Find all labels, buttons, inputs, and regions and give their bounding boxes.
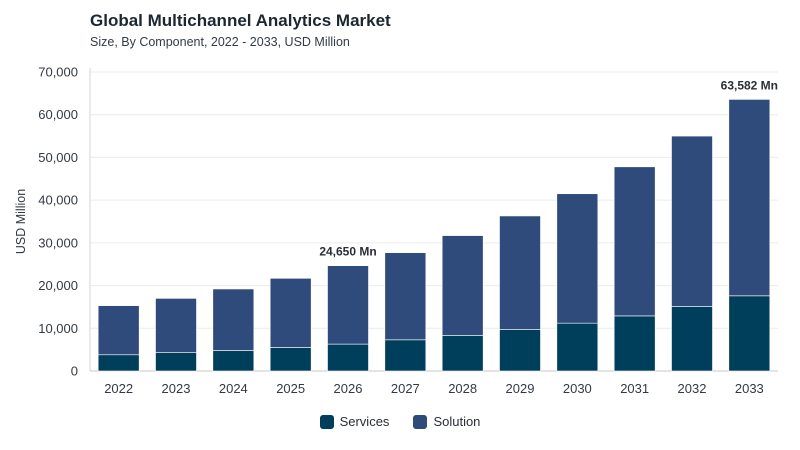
y-tick-label: 0 bbox=[71, 364, 78, 379]
x-tick-label: 2029 bbox=[506, 381, 535, 396]
y-tick-label: 10,000 bbox=[38, 321, 78, 336]
bar-solution bbox=[613, 166, 656, 317]
bar-solution bbox=[97, 305, 140, 356]
bar-services bbox=[327, 343, 369, 372]
bar-solution bbox=[728, 99, 771, 297]
x-tick-label: 2026 bbox=[334, 381, 363, 396]
bar-services bbox=[441, 335, 484, 372]
legend-swatch-solution bbox=[413, 414, 428, 429]
bar-solution bbox=[499, 215, 541, 330]
bar-services bbox=[384, 339, 427, 372]
y-tick-label: 60,000 bbox=[38, 107, 78, 122]
chart-title: Global Multichannel Analytics Market bbox=[90, 11, 391, 30]
bar-solution bbox=[556, 193, 599, 324]
bar-services bbox=[212, 350, 255, 372]
bar-solution bbox=[327, 265, 369, 345]
bar-solution bbox=[212, 288, 255, 351]
x-tick-label: 2030 bbox=[563, 381, 592, 396]
legend-label-services: Services bbox=[339, 414, 390, 429]
y-tick-label: 30,000 bbox=[38, 235, 78, 250]
bar-services bbox=[556, 322, 599, 372]
x-tick-label: 2023 bbox=[162, 381, 191, 396]
legend-item-solution[interactable]: Solution bbox=[413, 414, 480, 429]
y-tick-label: 40,000 bbox=[38, 193, 78, 208]
x-tick-label: 2033 bbox=[735, 381, 764, 396]
bar-services bbox=[155, 352, 197, 372]
x-tick-label: 2028 bbox=[448, 381, 477, 396]
bar-solution bbox=[441, 235, 484, 336]
bar-solution bbox=[155, 298, 197, 353]
x-tick-label: 2025 bbox=[276, 381, 305, 396]
x-tick-label: 2024 bbox=[219, 381, 248, 396]
legend-item-services[interactable]: Services bbox=[319, 414, 390, 429]
bar-solution bbox=[671, 135, 713, 307]
y-tick-label: 50,000 bbox=[38, 150, 78, 165]
y-tick-label: 20,000 bbox=[38, 278, 78, 293]
y-axis-label: USD Million bbox=[14, 189, 28, 254]
x-tick-label: 2031 bbox=[620, 381, 649, 396]
x-tick-label: 2022 bbox=[104, 381, 133, 396]
bar-services bbox=[671, 306, 713, 372]
chart-subtitle: Size, By Component, 2022 - 2033, USD Mil… bbox=[90, 35, 350, 49]
bar-services bbox=[269, 347, 312, 372]
bar-solution bbox=[269, 278, 312, 348]
legend-label-solution: Solution bbox=[433, 414, 481, 429]
stacked-bar-chart: 0 10,000 20,000 30,000 40,000 50,000 60,000 70,… bbox=[14, 65, 778, 397]
total-data-label: 24,650 Mn bbox=[319, 245, 376, 259]
chart-legend: Services Solution bbox=[0, 414, 800, 429]
total-data-label: 63,582 Mn bbox=[721, 78, 778, 92]
bar-services bbox=[499, 329, 541, 372]
y-tick-label: 70,000 bbox=[38, 65, 78, 80]
bar-services bbox=[97, 354, 140, 372]
bar-solution bbox=[384, 252, 427, 341]
x-tick-label: 2027 bbox=[391, 381, 420, 396]
x-tick-label: 2032 bbox=[678, 381, 707, 396]
legend-swatch-services bbox=[319, 414, 334, 429]
bar-services bbox=[728, 295, 771, 372]
bar-services bbox=[613, 315, 656, 372]
